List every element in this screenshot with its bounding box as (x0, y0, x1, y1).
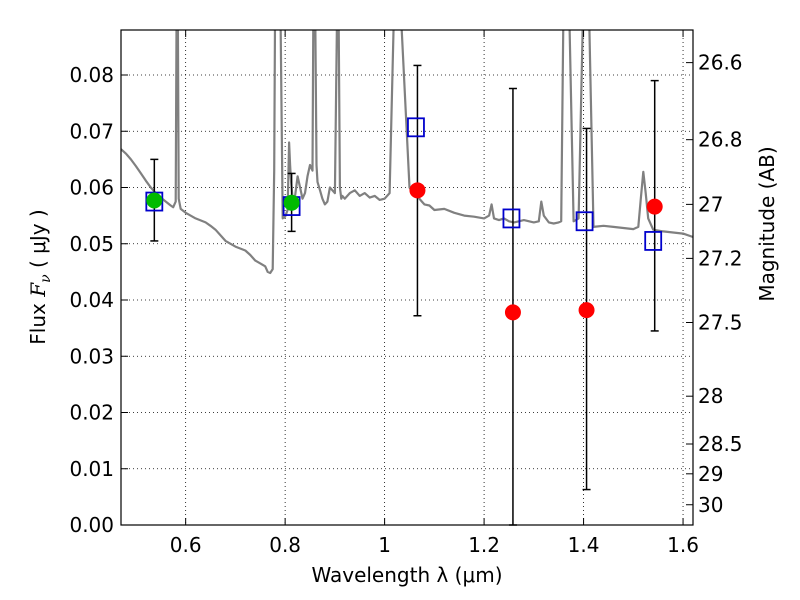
plot-area (121, 30, 693, 275)
y2-axis-title: Magnitude (AB) (755, 146, 779, 301)
model-photometry-square (502, 208, 521, 229)
y-tick-label: 0.06 (69, 176, 114, 200)
x-tick-label: 1 (378, 533, 391, 557)
y2-tick-label: 30 (698, 493, 723, 517)
y2-tick-label: 28 (698, 384, 723, 408)
model-photometry-square (644, 231, 663, 251)
detection-point (146, 192, 163, 209)
y-tick-label: 0.02 (69, 401, 114, 425)
y-tick-label: 0.07 (69, 119, 114, 143)
y-tick-label: 0.05 (69, 232, 114, 256)
x-axis-title: Wavelength λ (μm) (311, 563, 502, 587)
y2-tick-label: 27 (698, 192, 723, 216)
y2-tick-label: 29 (698, 462, 723, 486)
x-tick-label: 0.8 (269, 533, 301, 557)
model-photometry-square (407, 117, 425, 138)
y2-tick-label: 27.5 (698, 311, 743, 335)
x-tick-label: 1.4 (568, 533, 600, 557)
y2-tick-label: 27.2 (698, 246, 743, 270)
detection-point (283, 194, 300, 211)
plot-frame (120, 29, 694, 526)
x-tick-label: 1.6 (667, 533, 699, 557)
low-significance-point (409, 182, 426, 199)
y-axis-title-subscript: ν (38, 274, 54, 283)
y-axis: 0.00 0.01 0.02 0.03 0.04 0.05 0.06 0.07 0.08 (69, 63, 128, 537)
y2-tick-label: 28.5 (698, 432, 743, 456)
y-tick-label: 0.08 (69, 63, 114, 87)
sed-model-line (121, 30, 693, 275)
model-photometry-square (575, 211, 594, 232)
data-markers (145, 64, 663, 526)
low-significance-point (504, 304, 521, 321)
low-significance-point (646, 198, 663, 215)
x-axis: 0.6 0.8 1 1.2 1.4 1.6 (170, 30, 699, 557)
y-axis-title: Flux Fν ( μJy ) (26, 209, 54, 344)
y-tick-label: 0.04 (69, 288, 114, 312)
grid-lines (121, 30, 693, 526)
y-tick-label: 0.00 (69, 513, 114, 537)
y-axis-title-unit: ( μJy ) (26, 209, 50, 274)
y-axis-title-prefix: Flux (26, 297, 50, 345)
y2-tick-label: 26.8 (698, 128, 743, 152)
y-axis-title-symbol: F (26, 282, 50, 298)
x-tick-label: 1.2 (468, 533, 500, 557)
y2-axis: 26.6 26.8 27 27.2 27.5 28 28.5 29 30 (686, 51, 743, 517)
y-tick-label: 0.01 (69, 457, 114, 481)
low-significance-point (578, 302, 595, 319)
y-tick-label: 0.03 (69, 344, 114, 368)
y2-tick-label: 26.6 (698, 51, 743, 75)
x-tick-label: 0.6 (170, 533, 202, 557)
